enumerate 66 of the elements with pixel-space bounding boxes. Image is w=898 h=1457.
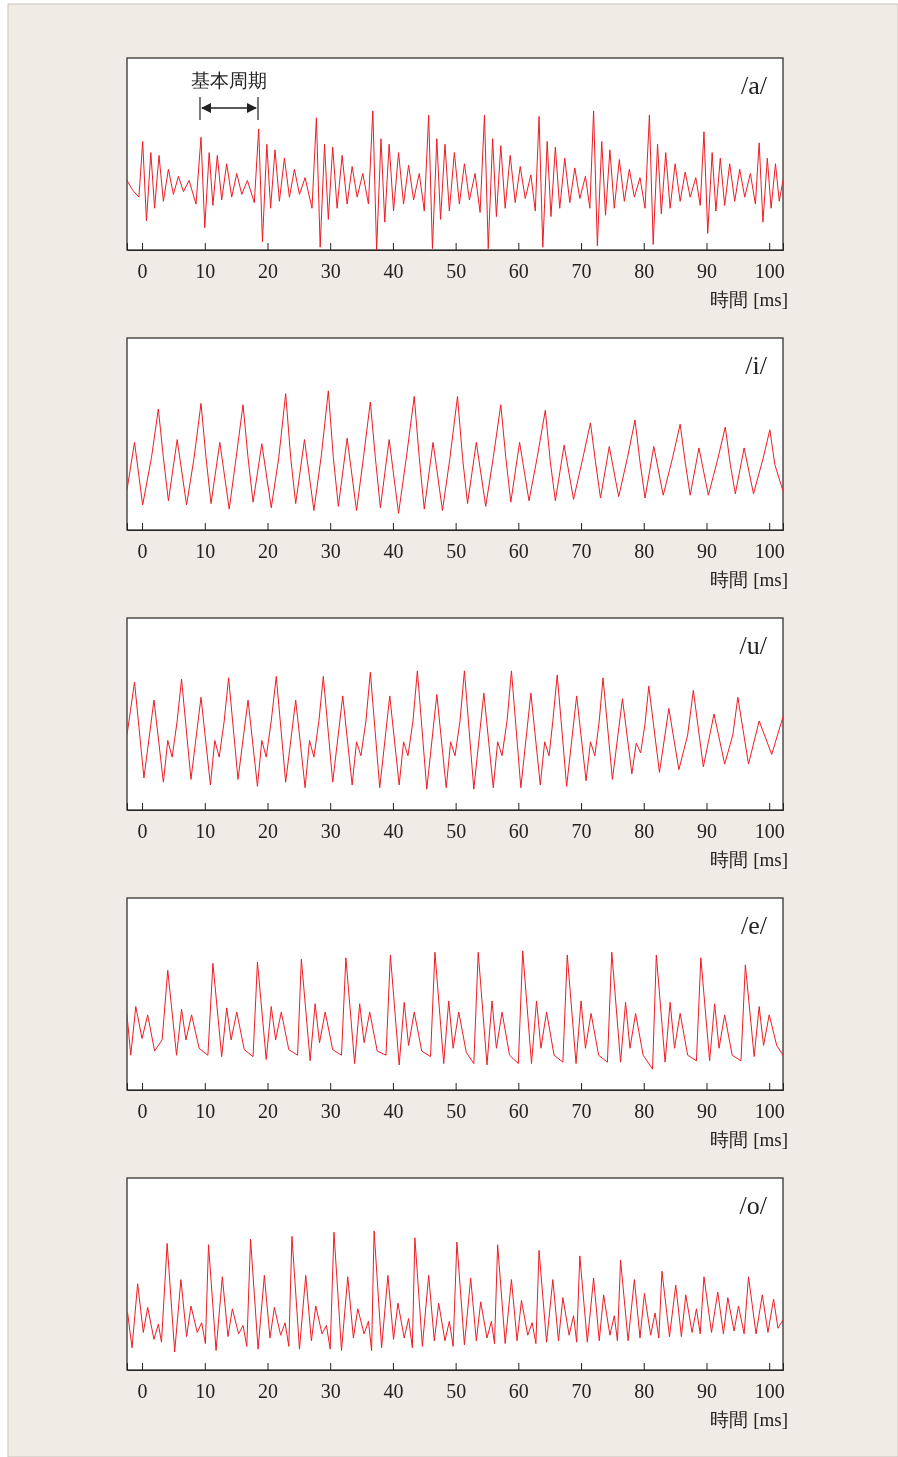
x-tick-label: 80	[634, 540, 655, 563]
x-axis-title: 時間 [ms]	[710, 849, 788, 870]
x-axis-title: 時間 [ms]	[710, 569, 788, 590]
x-tick-label: 10	[195, 540, 216, 563]
x-tick-label: 10	[195, 260, 216, 283]
x-tick-label: 50	[446, 260, 467, 283]
x-tick-label: 0	[137, 1100, 148, 1123]
x-tick-label: 70	[571, 1380, 592, 1403]
x-tick-label: 40	[383, 540, 404, 563]
x-tick-label: 70	[571, 540, 592, 563]
x-tick-label: 50	[446, 820, 467, 843]
x-tick-label: 80	[634, 1100, 655, 1123]
x-tick-label: 40	[383, 1380, 404, 1403]
x-tick-label: 10	[195, 1100, 216, 1123]
x-tick-label: 70	[571, 820, 592, 843]
x-tick-label: 50	[446, 1100, 467, 1123]
x-tick-label: 60	[508, 1100, 529, 1123]
chart-title: /u/	[739, 631, 768, 660]
x-tick-label: 30	[320, 260, 341, 283]
x-tick-label: 30	[320, 1100, 341, 1123]
x-tick-label: 60	[508, 820, 529, 843]
x-tick-label: 30	[320, 540, 341, 563]
x-tick-label: 90	[696, 1100, 717, 1123]
chart-title: /e/	[741, 911, 768, 940]
x-tick-label: 90	[696, 1380, 717, 1403]
x-tick-label: 20	[257, 820, 278, 843]
x-axis-title: 時間 [ms]	[710, 1129, 788, 1150]
x-tick-label: 90	[696, 820, 717, 843]
x-tick-label: 100	[754, 820, 785, 843]
chart-title: /o/	[739, 1191, 768, 1220]
x-tick-label: 60	[508, 1380, 529, 1403]
x-tick-label: 0	[137, 1380, 148, 1403]
chart-title: /a/	[741, 71, 768, 100]
x-tick-label: 20	[257, 540, 278, 563]
x-axis-title: 時間 [ms]	[710, 289, 788, 310]
x-tick-label: 30	[320, 820, 341, 843]
x-tick-label: 40	[383, 260, 404, 283]
x-tick-label: 0	[137, 820, 148, 843]
x-tick-label: 80	[634, 260, 655, 283]
x-tick-label: 100	[754, 540, 785, 563]
x-tick-label: 100	[754, 260, 785, 283]
x-tick-label: 60	[508, 540, 529, 563]
text: 基本周期	[191, 69, 267, 91]
x-tick-label: 20	[257, 260, 278, 283]
x-tick-label: 90	[696, 540, 717, 563]
x-tick-label: 0	[137, 540, 148, 563]
x-axis-title: 時間 [ms]	[710, 1409, 788, 1430]
x-tick-label: 70	[571, 260, 592, 283]
x-tick-label: 80	[634, 1380, 655, 1403]
x-tick-label: 40	[383, 1100, 404, 1123]
x-tick-label: 20	[257, 1380, 278, 1403]
x-tick-label: 30	[320, 1380, 341, 1403]
x-tick-label: 50	[446, 1380, 467, 1403]
x-tick-label: 20	[257, 1100, 278, 1123]
x-tick-label: 10	[195, 1380, 216, 1403]
x-tick-label: 100	[754, 1380, 785, 1403]
x-tick-label: 50	[446, 540, 467, 563]
x-tick-label: 0	[137, 260, 148, 283]
x-tick-label: 40	[383, 820, 404, 843]
x-tick-label: 70	[571, 1100, 592, 1123]
x-tick-label: 90	[696, 260, 717, 283]
x-tick-label: 10	[195, 820, 216, 843]
x-tick-label: 100	[754, 1100, 785, 1123]
chart-title: /i/	[745, 351, 768, 380]
x-tick-label: 80	[634, 820, 655, 843]
x-tick-label: 60	[508, 260, 529, 283]
